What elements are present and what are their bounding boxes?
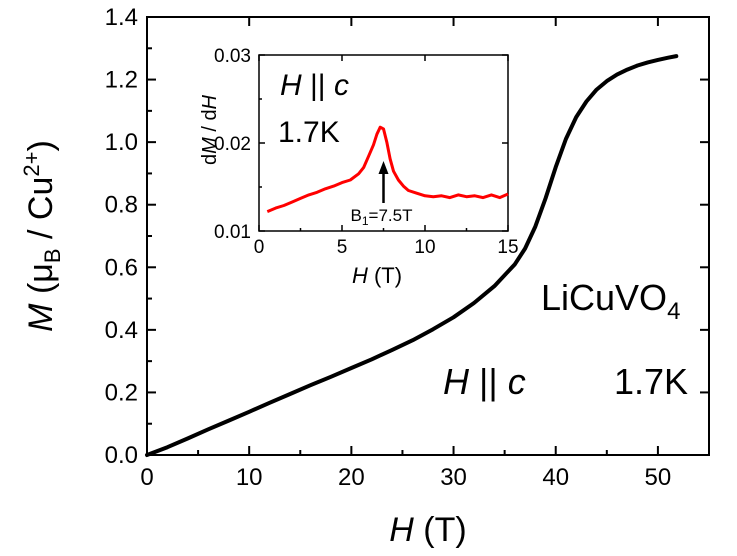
inset-x-axis-unit: (T) bbox=[368, 263, 402, 288]
inset-chart: 0 5 10 15 0.010.020.03 dM / dH H (T) H || c… bbox=[199, 46, 519, 288]
compound-label: LiCuVO4 bbox=[541, 277, 680, 325]
y-tick-label: 0.0 bbox=[105, 442, 138, 469]
x-tick-label: 5 bbox=[337, 237, 348, 258]
inset-temperature-label: 1.7K bbox=[278, 116, 340, 149]
x-tick-label: 10 bbox=[414, 237, 435, 258]
main-field-var1: H bbox=[443, 361, 470, 402]
inset-field-var1: H bbox=[280, 69, 302, 102]
inset-y-axis-var1: M bbox=[199, 137, 221, 154]
main-x-axis-unit: (T) bbox=[414, 511, 467, 549]
y-tick-label: 0.4 bbox=[105, 317, 138, 344]
main-x-tick-labels: 0 10 20 30 40 50 bbox=[140, 464, 671, 491]
x-tick-label: 0 bbox=[140, 464, 153, 491]
y-tick-label: 0.2 bbox=[105, 379, 138, 406]
inset-y-axis-var2: H bbox=[199, 94, 221, 109]
main-field-label: H || c bbox=[443, 361, 526, 402]
inset-field-label: H || c bbox=[280, 69, 349, 102]
y-tick-label: 1.0 bbox=[105, 129, 138, 156]
x-tick-label: 40 bbox=[542, 464, 569, 491]
inset-y-axis-mid: / d bbox=[199, 109, 221, 137]
main-y-tick-labels: 0.0 0.2 0.4 0.6 0.8 1.0 1.2 1.4 bbox=[105, 4, 138, 469]
inset-arrow-label: B1=7.5T bbox=[351, 206, 413, 228]
inset-field-var2: c bbox=[334, 69, 349, 102]
main-y-axis-var: M bbox=[22, 303, 60, 332]
main-y-axis-mu: μ bbox=[22, 263, 60, 283]
main-y-axis-open: ( bbox=[22, 282, 60, 303]
compound-sub: 4 bbox=[667, 298, 680, 325]
x-tick-label: 15 bbox=[497, 237, 518, 258]
y-tick-label: 1.2 bbox=[105, 67, 138, 94]
x-tick-label: 50 bbox=[645, 464, 672, 491]
inset-arrow-sym: B bbox=[351, 206, 362, 225]
main-y-axis-title: M (μB / Cu2+) bbox=[19, 140, 65, 332]
inset-field-par: || bbox=[302, 69, 334, 102]
compound-base: LiCuVO bbox=[541, 277, 667, 318]
inset-x-axis-title: H (T) bbox=[352, 263, 402, 288]
main-y-axis-close: ) bbox=[22, 140, 60, 151]
y-tick-label: 0.6 bbox=[105, 254, 138, 281]
main-y-axis-mid: / Cu bbox=[22, 177, 60, 249]
main-y-axis-sup: 2+ bbox=[19, 152, 44, 177]
main-field-var2: c bbox=[508, 361, 526, 402]
y-tick-label: 0.03 bbox=[214, 46, 251, 67]
inset-y-axis-title: dM / dH bbox=[199, 94, 221, 165]
inset-x-tick-labels: 0 5 10 15 bbox=[254, 237, 519, 258]
y-tick-label: 0.01 bbox=[214, 222, 251, 243]
y-tick-label: 1.4 bbox=[105, 4, 138, 31]
y-tick-label: 0.8 bbox=[105, 192, 138, 219]
main-temperature-label: 1.7K bbox=[614, 361, 688, 402]
x-tick-label: 0 bbox=[254, 237, 265, 258]
main-x-axis-title: H (T) bbox=[389, 511, 466, 549]
main-x-axis-var: H bbox=[389, 511, 414, 549]
x-tick-label: 20 bbox=[338, 464, 365, 491]
x-tick-label: 30 bbox=[440, 464, 467, 491]
inset-y-axis-pre: d bbox=[199, 154, 221, 165]
inset-arrow-value: =7.5T bbox=[369, 206, 413, 225]
x-tick-label: 10 bbox=[236, 464, 263, 491]
inset-x-axis-var: H bbox=[352, 263, 368, 288]
main-y-axis-mu-sub: B bbox=[40, 248, 65, 263]
main-field-par: || bbox=[469, 361, 508, 402]
